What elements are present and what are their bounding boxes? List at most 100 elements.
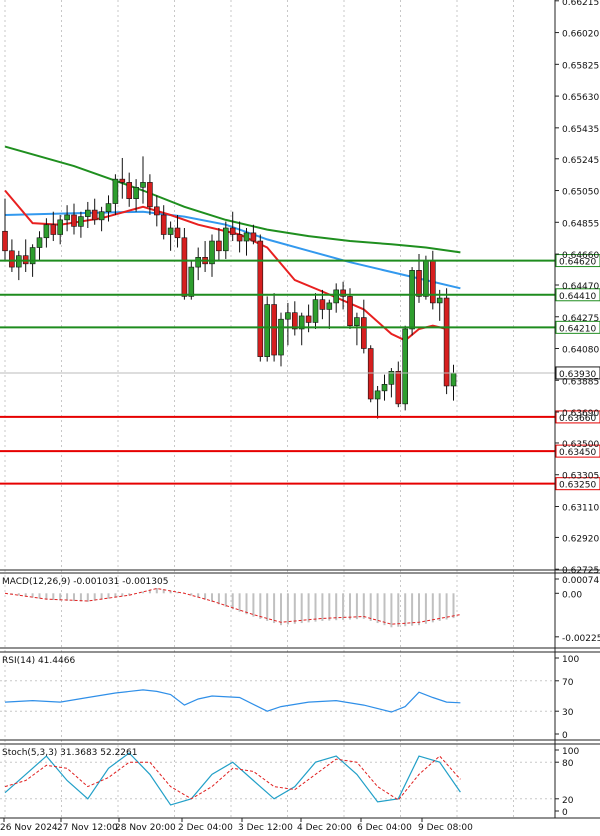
candle-body	[312, 299, 319, 323]
green-level-label: 0.64620	[559, 258, 596, 268]
rsi-line	[4, 689, 461, 713]
candle-body	[133, 186, 139, 199]
price-tick-label: 0.65050	[562, 188, 599, 198]
candle-body	[285, 312, 291, 320]
stoch-scale-label: 100	[562, 747, 579, 757]
stoch-k-line	[4, 752, 461, 806]
candle-body	[85, 209, 91, 217]
time-tick-label: 3 Dec 12:00	[238, 823, 293, 833]
rsi-scale-label: 0	[562, 731, 568, 741]
candle-body	[395, 371, 402, 405]
candle-body	[2, 230, 8, 252]
green-level-tag	[555, 254, 600, 268]
candle-body	[374, 390, 381, 400]
candle-body	[195, 257, 201, 268]
price-tick-label: 0.65825	[562, 61, 599, 71]
candle-body	[423, 260, 429, 297]
red-level-tag	[555, 410, 600, 424]
price-tick-label: 0.63885	[562, 377, 599, 387]
candle-body	[9, 250, 15, 268]
candle-body	[409, 270, 415, 330]
rsi-label: RSI(14) 41.4466	[2, 656, 75, 666]
candle-body	[154, 206, 160, 216]
stoch-scale-label: 80	[562, 759, 574, 769]
green-level-label: 0.64410	[559, 292, 596, 302]
rsi-scale-label: 100	[562, 655, 579, 665]
candle-body	[319, 299, 326, 310]
price-tick-label: 0.64660	[562, 251, 599, 261]
candle-body	[402, 328, 409, 405]
candle-body	[216, 240, 222, 252]
time-tick-label: 2 Dec 04:00	[178, 823, 233, 833]
candle-body	[223, 227, 229, 252]
candle-body	[257, 240, 264, 357]
green-level-label: 0.64210	[559, 324, 596, 334]
candle-body	[229, 227, 236, 235]
candle-body	[388, 371, 395, 385]
price-tick-label: 0.65245	[562, 156, 599, 166]
candle-body	[98, 211, 105, 221]
rsi-scale-label: 30	[562, 708, 574, 718]
macd-scale-label: 0.00074	[562, 576, 599, 586]
stoch-label: Stoch(5,3,3) 31.3683 52.2261	[2, 748, 137, 758]
candle-body	[147, 182, 153, 208]
stoch-panel: Stoch(5,3,3) 31.3683 52.2261 100 80 20 0	[0, 747, 579, 818]
candle-body	[64, 214, 70, 221]
candle-body	[112, 178, 119, 204]
candle-body	[71, 214, 77, 227]
candle-body	[36, 237, 43, 248]
price-panel	[2, 145, 461, 419]
candle-body	[209, 240, 215, 265]
candle-body	[174, 227, 181, 239]
red-level-tag	[555, 444, 600, 458]
macd-scale-label: -0.002252	[562, 634, 600, 644]
candle-body	[57, 219, 64, 235]
green-level-tag	[555, 320, 600, 334]
candle-body	[367, 348, 374, 400]
candle-body	[236, 234, 243, 242]
price-tick-label: 0.63110	[562, 503, 599, 513]
time-tick-label: 9 Dec 08:00	[418, 823, 473, 833]
candle-body	[326, 302, 333, 310]
price-tick-label: 0.65435	[562, 125, 599, 135]
stoch-d-line	[4, 755, 461, 801]
time-tick-label: 6 Dec 04:00	[357, 823, 412, 833]
candle-body	[443, 297, 450, 387]
candle-body	[50, 224, 57, 235]
candle-body	[333, 289, 340, 304]
candle-body	[126, 182, 132, 199]
price-tick-label: 0.62725	[562, 566, 599, 576]
candle-body	[360, 317, 367, 349]
candle-body	[381, 384, 388, 392]
macd-panel: MACD(12,26,9) -0.001031 -0.001305 0.00074…	[2, 576, 600, 644]
macd-scale-label: 0.00	[562, 590, 582, 600]
candle-body	[91, 209, 98, 221]
price-tick-label: 0.64275	[562, 314, 599, 324]
candle-body	[429, 260, 436, 304]
level-lines: 0.64620 0.64410 0.64210 0.63660 0.63450 0.632…	[0, 254, 600, 491]
rsi-scale-label: 70	[562, 678, 574, 688]
price-tick-label: 0.64855	[562, 219, 599, 229]
candle-body	[43, 224, 50, 239]
time-tick-label: 26 Nov 2024	[0, 823, 58, 833]
candle-body	[250, 232, 257, 242]
candle-body	[436, 297, 443, 304]
price-tick-label: 0.64080	[562, 346, 599, 356]
candle-body	[450, 372, 457, 387]
candle-body	[243, 232, 250, 242]
chart-grid	[0, 0, 600, 819]
candle-body	[271, 304, 277, 356]
candle-body	[278, 318, 284, 356]
red-level-label: 0.63660	[559, 414, 596, 424]
price-tick-label: 0.63500	[562, 440, 599, 450]
candle-body	[140, 182, 146, 188]
price-tick-label: 0.62920	[562, 534, 599, 544]
candle-body	[119, 178, 126, 183]
candle-body	[354, 317, 360, 327]
candle-body	[305, 315, 312, 323]
price-tick-label: 0.65630	[562, 93, 599, 103]
current-price-label: 0.63930	[559, 370, 596, 380]
time-tick-label: 4 Dec 20:00	[297, 823, 352, 833]
candle-body	[340, 289, 346, 297]
